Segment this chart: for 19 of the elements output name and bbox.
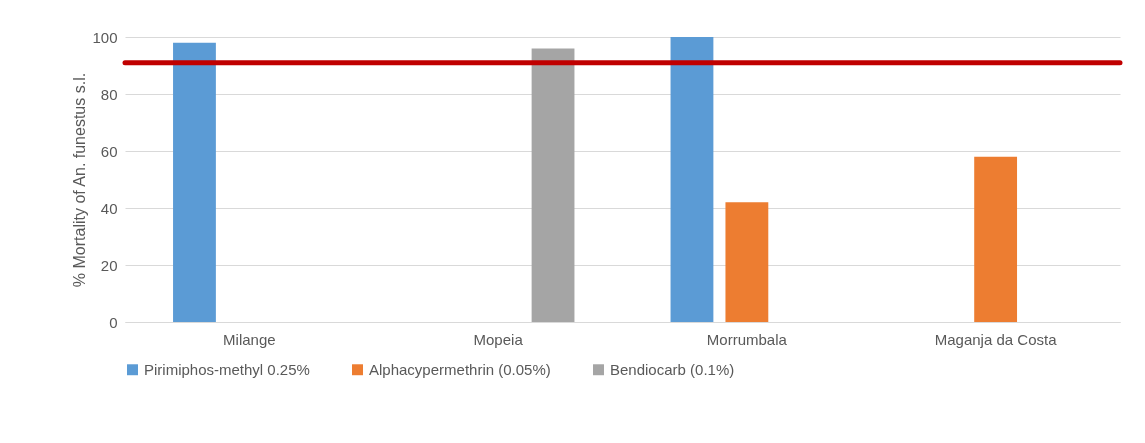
bar (670, 37, 714, 322)
bar (173, 42, 216, 322)
y-axis-title: % Mortality of An. funestus s.l. (71, 72, 89, 288)
bar (531, 48, 575, 322)
y-tick-label: 40 (100, 199, 118, 217)
y-tick-label: 0 (109, 313, 118, 331)
x-tick-label: Maganja da Costa (934, 330, 1058, 348)
legend-label: Bendiocarb (0.1%) (610, 360, 735, 378)
x-tick-label: Morrumbala (706, 330, 788, 348)
bar (974, 156, 1018, 322)
bar (725, 202, 769, 322)
y-tick-label: 20 (100, 256, 118, 274)
legend-label: Pirimiphos-methyl 0.25% (144, 360, 310, 378)
y-tick-label: 100 (92, 28, 118, 46)
y-tick-label: 60 (100, 142, 118, 160)
x-tick-label: Mopeia (473, 330, 524, 348)
x-tick-label: Milange (223, 330, 276, 348)
y-tick-label: 80 (100, 85, 118, 103)
legend-label: Alphacypermethrin (0.05%) (369, 360, 551, 378)
